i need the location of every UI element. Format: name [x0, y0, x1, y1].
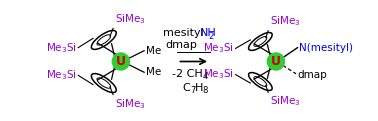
Text: 4: 4 [202, 72, 208, 81]
Text: 8: 8 [202, 86, 208, 95]
Text: U: U [271, 55, 281, 68]
Text: C: C [183, 83, 191, 93]
Text: NH: NH [200, 28, 217, 38]
Text: Me$_3$Si: Me$_3$Si [203, 68, 234, 81]
Text: U: U [116, 55, 126, 68]
Text: SiMe$_3$: SiMe$_3$ [270, 15, 301, 28]
Text: Me$_3$Si: Me$_3$Si [46, 68, 77, 82]
Text: H: H [195, 83, 204, 93]
Text: -2 CH: -2 CH [172, 69, 203, 79]
Text: dmap: dmap [166, 40, 197, 50]
Text: Me$_3$Si: Me$_3$Si [203, 42, 234, 55]
Text: Me$_3$Si: Me$_3$Si [46, 41, 77, 55]
Circle shape [112, 52, 130, 71]
Text: 7: 7 [191, 86, 196, 95]
Text: 2: 2 [208, 32, 214, 41]
Text: SiMe$_3$: SiMe$_3$ [115, 97, 146, 111]
Circle shape [266, 52, 285, 71]
Text: mesityl: mesityl [163, 28, 204, 38]
Text: SiMe$_3$: SiMe$_3$ [270, 95, 301, 108]
Text: dmap: dmap [297, 70, 327, 80]
Text: Me: Me [146, 46, 161, 56]
Text: N(mesityl): N(mesityl) [299, 43, 353, 53]
Text: SiMe$_3$: SiMe$_3$ [115, 12, 146, 26]
Text: Me: Me [146, 67, 161, 77]
